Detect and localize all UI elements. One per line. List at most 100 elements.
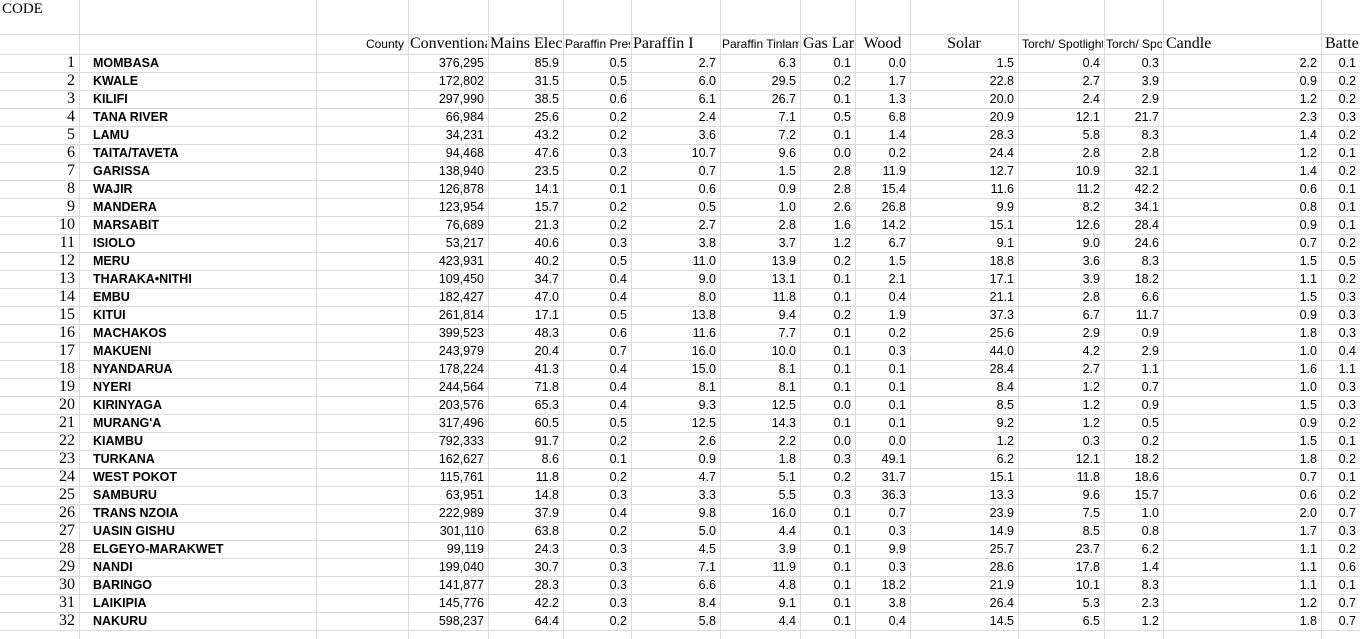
value-cell[interactable]: 0.6 — [609, 92, 627, 106]
value-cell[interactable]: 0.5 — [833, 110, 851, 124]
value-cell[interactable]: 31.7 — [881, 470, 906, 484]
value-cell[interactable]: 2.1 — [888, 272, 906, 286]
value-cell[interactable]: 598,237 — [438, 614, 484, 628]
value-cell[interactable]: 0.6 — [1299, 488, 1317, 502]
value-cell[interactable]: 0.1 — [833, 326, 851, 340]
value-cell[interactable]: 0.4 — [888, 290, 906, 304]
county-name-cell[interactable]: NANDI — [93, 560, 133, 574]
value-cell[interactable]: 141,877 — [438, 578, 484, 592]
value-cell[interactable]: 2.6 — [698, 434, 716, 448]
value-cell[interactable]: 14.9 — [989, 524, 1014, 538]
value-cell[interactable]: 0.1 — [888, 416, 906, 430]
value-cell[interactable]: 21.1 — [989, 290, 1014, 304]
value-cell[interactable]: 7.1 — [698, 560, 716, 574]
value-cell[interactable]: 2.8 — [1082, 290, 1100, 304]
value-cell[interactable]: 0.3 — [609, 560, 627, 574]
value-cell[interactable]: 6.8 — [888, 110, 906, 124]
value-cell[interactable]: 0.1 — [833, 56, 851, 70]
row-code[interactable]: 8 — [67, 180, 75, 197]
value-cell[interactable]: 0.5 — [698, 200, 716, 214]
value-cell[interactable]: 172,802 — [438, 74, 484, 88]
column-header[interactable]: Gas Lamp — [803, 35, 854, 52]
value-cell[interactable]: 12.6 — [1075, 218, 1100, 232]
row-code[interactable]: 31 — [59, 594, 75, 611]
county-name-cell[interactable]: MARSABIT — [93, 218, 159, 232]
value-cell[interactable]: 0.3 — [1338, 110, 1356, 124]
value-cell[interactable]: 65.3 — [534, 398, 559, 412]
county-name-cell[interactable]: KIAMBU — [93, 434, 143, 448]
value-cell[interactable]: 85.9 — [534, 56, 559, 70]
row-code[interactable]: 4 — [67, 108, 75, 125]
value-cell[interactable]: 20.4 — [534, 344, 559, 358]
value-cell[interactable]: 1.2 — [1299, 146, 1317, 160]
value-cell[interactable]: 28.3 — [989, 128, 1014, 142]
county-name-cell[interactable]: LAMU — [93, 128, 130, 142]
county-name-cell[interactable]: TAITA/TAVETA — [93, 146, 179, 160]
column-header[interactable]: Paraffin I — [633, 35, 694, 52]
value-cell[interactable]: 1.4 — [1299, 164, 1317, 178]
value-cell[interactable]: 0.4 — [1338, 344, 1356, 358]
value-cell[interactable]: 0.2 — [609, 524, 627, 538]
value-cell[interactable]: 1.4 — [1299, 128, 1317, 142]
value-cell[interactable]: 0.1 — [833, 542, 851, 556]
county-name-cell[interactable]: KILIFI — [93, 92, 128, 106]
county-name-cell[interactable]: MOMBASA — [93, 56, 159, 70]
value-cell[interactable]: 1.8 — [778, 452, 796, 466]
value-cell[interactable]: 0.2 — [1338, 164, 1356, 178]
value-cell[interactable]: 1.6 — [833, 218, 851, 232]
column-header[interactable]: Battery (Car/Charged) — [1325, 35, 1359, 52]
county-name-cell[interactable]: ELGEYO-MARAKWET — [93, 542, 224, 556]
value-cell[interactable]: 1.1 — [1299, 578, 1317, 592]
value-cell[interactable]: 36.3 — [881, 488, 906, 502]
value-cell[interactable]: 0.2 — [833, 254, 851, 268]
value-cell[interactable]: 1.2 — [1082, 380, 1100, 394]
value-cell[interactable]: 0.4 — [609, 290, 627, 304]
value-cell[interactable]: 5.1 — [778, 470, 796, 484]
value-cell[interactable]: 0.8 — [1141, 524, 1159, 538]
value-cell[interactable]: 2.7 — [698, 56, 716, 70]
value-cell[interactable]: 20.9 — [989, 110, 1014, 124]
value-cell[interactable]: 0.9 — [698, 452, 716, 466]
value-cell[interactable]: 0.3 — [609, 578, 627, 592]
value-cell[interactable]: 14.3 — [771, 416, 796, 430]
value-cell[interactable]: 34.1 — [1134, 200, 1159, 214]
value-cell[interactable]: 3.8 — [888, 596, 906, 610]
value-cell[interactable]: 2.9 — [1141, 92, 1159, 106]
value-cell[interactable]: 0.7 — [609, 344, 627, 358]
value-cell[interactable]: 0.2 — [1338, 74, 1356, 88]
value-cell[interactable]: 53,217 — [445, 236, 484, 250]
value-cell[interactable]: 3.6 — [698, 128, 716, 142]
value-cell[interactable]: 0.2 — [1338, 92, 1356, 106]
value-cell[interactable]: 0.1 — [1338, 434, 1356, 448]
value-cell[interactable]: 2.7 — [1082, 362, 1100, 376]
value-cell[interactable]: 14.1 — [534, 182, 559, 196]
value-cell[interactable]: 21.9 — [989, 578, 1014, 592]
value-cell[interactable]: 23.7 — [1075, 542, 1100, 556]
value-cell[interactable]: 1.6 — [1299, 362, 1317, 376]
value-cell[interactable]: 17.8 — [1075, 560, 1100, 574]
value-cell[interactable]: 11.9 — [882, 164, 906, 178]
value-cell[interactable]: 6.7 — [1082, 308, 1100, 322]
value-cell[interactable]: 0.9 — [1299, 416, 1317, 430]
value-cell[interactable]: 0.2 — [888, 146, 906, 160]
value-cell[interactable]: 11.8 — [1076, 470, 1100, 484]
value-cell[interactable]: 8.6 — [541, 452, 559, 466]
value-cell[interactable]: 2.2 — [778, 434, 796, 448]
value-cell[interactable]: 12.1 — [1075, 110, 1100, 124]
row-code[interactable]: 28 — [59, 540, 75, 557]
value-cell[interactable]: 222,989 — [438, 506, 484, 520]
value-cell[interactable]: 13.9 — [771, 254, 796, 268]
value-cell[interactable]: 12.5 — [771, 398, 796, 412]
value-cell[interactable]: 0.3 — [609, 146, 627, 160]
county-name-cell[interactable]: UASIN GISHU — [93, 524, 175, 538]
value-cell[interactable]: 9.1 — [778, 596, 796, 610]
value-cell[interactable]: 17.1 — [534, 308, 559, 322]
value-cell[interactable]: 0.2 — [609, 164, 627, 178]
county-name-cell[interactable]: LAIKIPIA — [93, 596, 147, 610]
value-cell[interactable]: 162,627 — [438, 452, 484, 466]
value-cell[interactable]: 0.3 — [609, 236, 627, 250]
value-cell[interactable]: 11.8 — [772, 290, 796, 304]
value-cell[interactable]: 0.1 — [833, 92, 851, 106]
value-cell[interactable]: 66,984 — [445, 110, 484, 124]
value-cell[interactable]: 2.7 — [1082, 74, 1100, 88]
